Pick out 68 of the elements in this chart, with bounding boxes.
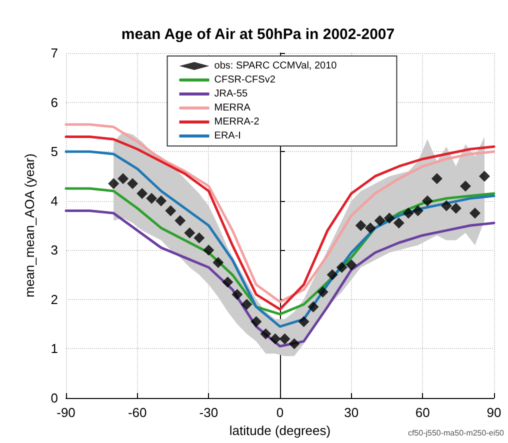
point — [450, 202, 462, 214]
line-series — [64, 150, 496, 328]
point — [326, 269, 338, 280]
y-tick-label: 2 — [50, 292, 58, 307]
point — [402, 208, 414, 219]
point — [232, 289, 243, 300]
point — [364, 222, 376, 234]
point — [478, 170, 490, 182]
point — [384, 212, 395, 224]
y-tick-label: 7 — [50, 46, 58, 60]
point — [203, 244, 214, 256]
point — [174, 215, 186, 226]
point — [250, 316, 262, 328]
line-series — [64, 209, 496, 348]
point — [108, 178, 120, 190]
y-axis-title: mean_mean_AOA (year) — [22, 154, 37, 298]
x-axis-title: latitude (degrees) — [229, 423, 331, 438]
point — [270, 333, 281, 344]
point — [194, 232, 205, 244]
x-tick-label: -60 — [128, 405, 147, 420]
legend-label: JRA-55 — [214, 88, 248, 100]
legend-label: MERRA-2 — [214, 116, 260, 128]
point — [355, 220, 366, 231]
point — [393, 218, 404, 229]
legend-label: obs: SPARC CCMVal, 2010 — [214, 60, 338, 72]
legend-label: ERA-I — [214, 130, 241, 142]
point — [136, 188, 148, 199]
point — [288, 338, 300, 350]
x-tick-label: 60 — [415, 405, 430, 420]
point — [374, 215, 386, 226]
point — [184, 227, 196, 238]
x-tick-label: 0 — [276, 405, 284, 420]
point — [165, 205, 176, 216]
y-tick-label: 3 — [50, 242, 58, 258]
point — [469, 208, 480, 219]
chart-title: mean Age of Air at 50hPa in 2002-2007 — [121, 26, 395, 43]
legend-label: CFSR-CFSv2 — [214, 74, 276, 86]
point — [336, 262, 348, 273]
x-tick-label: -90 — [56, 405, 76, 420]
point — [118, 173, 129, 184]
point — [298, 316, 310, 328]
line-series — [64, 187, 496, 316]
y-tick-label: 1 — [50, 341, 58, 356]
text: cf50-j550-ma50-m250-ei50 — [408, 428, 505, 438]
point — [212, 256, 224, 268]
y-tick-label: 0 — [50, 390, 58, 406]
x-tick-label: 30 — [344, 405, 359, 420]
point — [431, 173, 442, 184]
point — [127, 178, 138, 190]
point — [308, 301, 319, 312]
point — [260, 328, 272, 340]
point — [279, 333, 290, 344]
point — [346, 259, 357, 270]
point — [156, 195, 167, 206]
x-tick-label: 90 — [486, 405, 502, 420]
point — [317, 286, 328, 298]
point — [440, 200, 452, 212]
point — [146, 192, 158, 204]
point — [241, 298, 252, 310]
point — [460, 180, 471, 192]
y-tick-label: 4 — [50, 193, 58, 208]
y-tick-label: 5 — [50, 144, 58, 160]
point — [222, 276, 234, 288]
point — [412, 205, 424, 216]
y-tick-label: 6 — [50, 94, 58, 110]
point — [422, 195, 433, 206]
x-tick-label: -30 — [199, 405, 218, 420]
legend-label: MERRA — [214, 102, 251, 114]
